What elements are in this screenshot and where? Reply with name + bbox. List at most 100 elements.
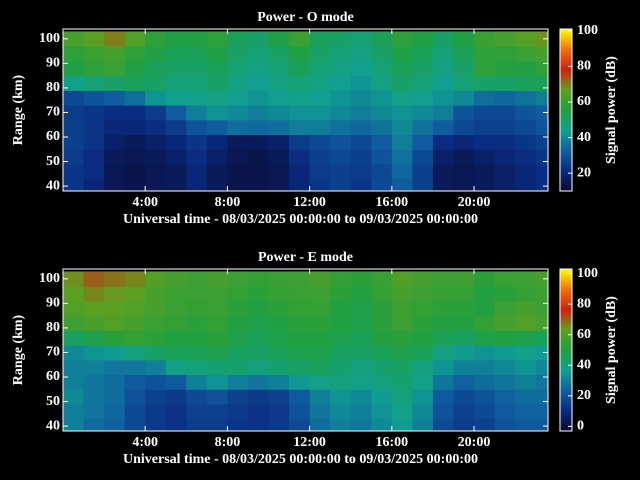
colorbar bbox=[560, 29, 572, 191]
heatmap-cell bbox=[412, 389, 434, 405]
heatmap-cell bbox=[186, 374, 208, 390]
heatmap-cell bbox=[432, 359, 454, 376]
heatmap-cell bbox=[145, 164, 167, 180]
heatmap-cell bbox=[83, 75, 105, 91]
heatmap-cell bbox=[371, 149, 393, 165]
heatmap-cell bbox=[350, 178, 372, 191]
heatmap-cell bbox=[145, 330, 167, 346]
plot-frame bbox=[62, 268, 549, 432]
heatmap-cell bbox=[289, 374, 311, 390]
heatmap-cell bbox=[289, 315, 311, 331]
heatmap-cell bbox=[330, 345, 352, 361]
heatmap-cell bbox=[453, 359, 475, 376]
y-tick-label: 100 bbox=[39, 271, 60, 286]
heatmap-cell bbox=[289, 345, 311, 361]
heatmap-cell bbox=[412, 90, 434, 106]
heatmap-cell bbox=[63, 31, 85, 47]
heatmap-cell bbox=[186, 315, 208, 331]
colorbar-tick-label: 40 bbox=[577, 358, 591, 373]
heatmap-cell bbox=[206, 330, 228, 346]
colorbar-frame bbox=[559, 268, 573, 432]
y-tick-label: 80 bbox=[46, 320, 60, 335]
heatmap-cell bbox=[474, 119, 496, 136]
heatmap-cell bbox=[453, 105, 475, 121]
heatmap-cell bbox=[83, 286, 105, 302]
heatmap-cell bbox=[474, 149, 496, 165]
heatmap-cell bbox=[186, 345, 208, 361]
heatmap-cell bbox=[206, 374, 228, 390]
heatmap-cell bbox=[289, 31, 311, 47]
heatmap-cell bbox=[124, 345, 146, 361]
heatmap-cell bbox=[145, 389, 167, 405]
heatmap-cell bbox=[104, 46, 126, 62]
heatmap-cell bbox=[494, 286, 516, 302]
x-tick-label: 12:00 bbox=[293, 435, 326, 450]
colorbar-tick-label: 60 bbox=[577, 94, 591, 109]
heatmap-cell bbox=[391, 134, 413, 150]
heatmap-cell bbox=[309, 359, 331, 376]
y-tick-label: 40 bbox=[46, 178, 60, 193]
heatmap-cell bbox=[330, 418, 352, 431]
heatmap-cell bbox=[145, 178, 167, 191]
heatmap-cell bbox=[350, 105, 372, 121]
heatmap-cell bbox=[453, 345, 475, 361]
heatmap-cell bbox=[165, 315, 187, 331]
x-tick-label: 8:00 bbox=[215, 435, 241, 450]
heatmap-cell bbox=[206, 105, 228, 121]
heatmap-cell bbox=[515, 46, 537, 62]
heatmap-cell bbox=[124, 134, 146, 150]
heatmap-cell bbox=[268, 46, 290, 62]
heatmap-cell bbox=[83, 389, 105, 405]
heatmap-cell bbox=[350, 374, 372, 390]
heatmap-cell bbox=[494, 119, 516, 136]
heatmap-cell bbox=[515, 178, 537, 191]
heatmap-cell bbox=[165, 359, 187, 376]
heatmap-cell bbox=[330, 46, 352, 62]
x-axis-label: Universal time - 08/03/2025 00:00:00 to … bbox=[123, 452, 478, 467]
heatmap-cell bbox=[289, 60, 311, 77]
y-tick-label: 50 bbox=[46, 394, 60, 409]
colorbar bbox=[560, 269, 572, 431]
heatmap-cell bbox=[206, 46, 228, 62]
heatmap-cell bbox=[124, 286, 146, 302]
heatmap-cell bbox=[227, 31, 249, 47]
heatmap-cell bbox=[515, 404, 537, 420]
heatmap-cell bbox=[535, 330, 548, 346]
heatmap-cell bbox=[104, 345, 126, 361]
heatmap-cell bbox=[145, 90, 167, 106]
heatmap-cell bbox=[309, 178, 331, 191]
heatmap-cell bbox=[535, 315, 548, 331]
heatmap-cell bbox=[247, 300, 270, 317]
colorbar-tick-label: 100 bbox=[577, 23, 598, 38]
heatmap-cell bbox=[145, 60, 167, 77]
heatmap-cell bbox=[371, 178, 393, 191]
heatmap-cell bbox=[63, 286, 85, 302]
heatmap-cell bbox=[289, 178, 311, 191]
y-tick-label: 50 bbox=[46, 154, 60, 169]
heatmap-cell bbox=[289, 359, 311, 376]
heatmap-cell bbox=[350, 164, 372, 180]
heatmap-cell bbox=[289, 105, 311, 121]
heatmap-cell bbox=[350, 31, 372, 47]
heatmap-cell bbox=[104, 271, 126, 287]
heatmap-cell bbox=[165, 300, 187, 317]
heatmap-cell bbox=[165, 418, 187, 431]
heatmap-cell bbox=[206, 300, 228, 317]
heatmap-cell bbox=[83, 46, 105, 62]
heatmap-cell bbox=[412, 75, 434, 91]
heatmap-cell bbox=[247, 359, 270, 376]
heatmap-cell bbox=[124, 149, 146, 165]
heatmap-cell bbox=[535, 164, 548, 180]
heatmap-cell bbox=[289, 134, 311, 150]
heatmap-cell bbox=[165, 75, 187, 91]
heatmap-cell bbox=[165, 134, 187, 150]
heatmap-cell bbox=[145, 31, 167, 47]
heatmap-cell bbox=[63, 374, 85, 390]
heatmap-cell bbox=[371, 60, 393, 77]
heatmap-cell bbox=[63, 271, 85, 287]
heatmap-cell bbox=[535, 389, 548, 405]
heatmap-cell bbox=[432, 31, 454, 47]
heatmap-cell bbox=[289, 300, 311, 317]
heatmap-cell bbox=[63, 404, 85, 420]
heatmap-cell bbox=[432, 389, 454, 405]
